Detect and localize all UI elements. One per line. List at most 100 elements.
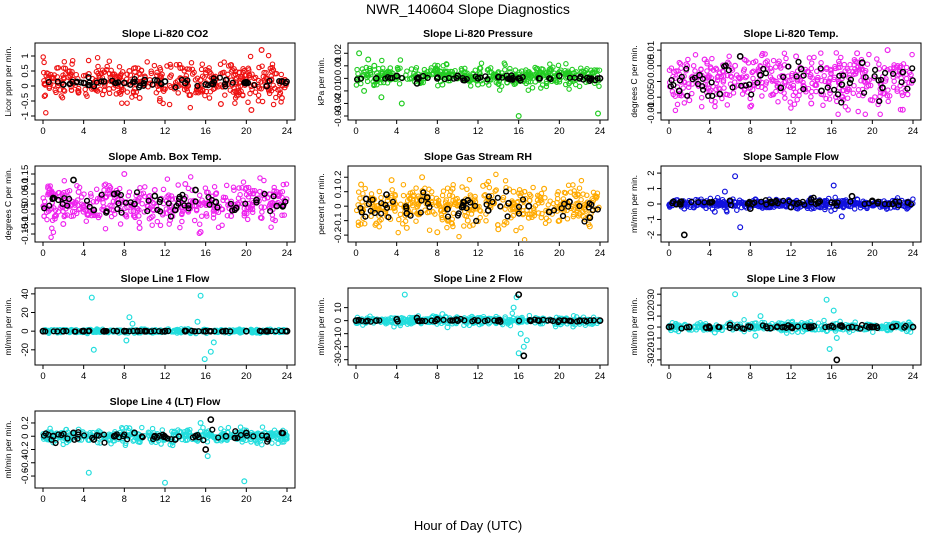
data-point bbox=[459, 184, 465, 190]
data-point bbox=[71, 200, 78, 207]
data-point bbox=[823, 95, 829, 102]
data-point bbox=[176, 61, 183, 68]
data-point bbox=[393, 72, 401, 80]
data-point bbox=[515, 291, 523, 298]
data-point bbox=[565, 182, 572, 189]
data-point bbox=[866, 51, 872, 58]
data-point bbox=[272, 217, 278, 224]
data-point bbox=[477, 208, 484, 214]
data-point bbox=[767, 65, 774, 72]
data-point bbox=[175, 182, 181, 188]
data-point bbox=[487, 76, 493, 83]
data-point bbox=[708, 79, 715, 86]
y-tick-label: -0.2 bbox=[20, 441, 31, 457]
x-tick-label: 8 bbox=[122, 494, 127, 505]
data-point bbox=[211, 328, 218, 335]
data-point bbox=[759, 93, 765, 99]
data-point bbox=[105, 190, 111, 196]
panel-title: Slope Line 4 (LT) Flow bbox=[110, 396, 221, 408]
data-point bbox=[99, 67, 106, 73]
data-point bbox=[267, 208, 274, 215]
data-point bbox=[384, 74, 391, 81]
data-point bbox=[904, 199, 912, 206]
data-point bbox=[194, 318, 201, 325]
panel-ylabel: ml/min per min. bbox=[629, 175, 639, 233]
data-point bbox=[50, 328, 57, 335]
x-tick-label: 16 bbox=[513, 126, 524, 137]
data-point bbox=[66, 68, 73, 74]
x-tick-label: 8 bbox=[122, 248, 127, 259]
data-point bbox=[137, 71, 143, 77]
data-point bbox=[448, 220, 455, 226]
data-point bbox=[368, 213, 374, 220]
data-point bbox=[361, 220, 368, 227]
data-point bbox=[411, 208, 418, 214]
data-point bbox=[685, 84, 692, 91]
data-point bbox=[69, 61, 75, 67]
y-tick-label: 30 bbox=[646, 289, 657, 300]
data-point bbox=[363, 64, 370, 71]
data-point bbox=[248, 106, 255, 113]
x-tick-label: 12 bbox=[160, 126, 171, 137]
x-tick-label: 12 bbox=[473, 371, 484, 382]
panel-title: Slope Li-820 CO2 bbox=[122, 28, 209, 40]
data-point bbox=[88, 193, 94, 199]
data-point bbox=[805, 68, 812, 75]
data-point bbox=[60, 87, 67, 93]
data-point bbox=[136, 82, 144, 89]
data-point bbox=[73, 71, 79, 78]
points-layer bbox=[40, 46, 290, 116]
data-point bbox=[582, 204, 588, 210]
data-point bbox=[758, 84, 765, 91]
data-point bbox=[439, 311, 446, 318]
data-point bbox=[549, 317, 557, 325]
x-tick-label: 24 bbox=[595, 371, 606, 382]
data-point bbox=[823, 296, 830, 303]
data-point bbox=[881, 69, 889, 77]
x-tick-label: 4 bbox=[81, 248, 86, 259]
data-point bbox=[831, 76, 837, 83]
data-point bbox=[704, 68, 710, 74]
data-point bbox=[699, 75, 706, 83]
data-point bbox=[151, 62, 158, 69]
data-point bbox=[392, 191, 398, 198]
data-point bbox=[94, 54, 101, 61]
data-point bbox=[115, 200, 122, 207]
data-point bbox=[242, 327, 250, 335]
data-point bbox=[899, 92, 906, 99]
data-point bbox=[469, 73, 476, 80]
data-point bbox=[466, 176, 473, 183]
data-point bbox=[493, 171, 499, 178]
data-point bbox=[855, 108, 861, 115]
data-point bbox=[383, 191, 390, 198]
x-tick-label: 24 bbox=[282, 126, 293, 137]
data-point bbox=[424, 74, 431, 82]
data-point bbox=[520, 343, 527, 350]
data-point bbox=[510, 212, 517, 219]
data-point bbox=[362, 185, 368, 192]
data-point bbox=[149, 425, 156, 432]
data-point bbox=[732, 173, 739, 180]
x-tick-label: 0 bbox=[353, 248, 358, 259]
data-point bbox=[43, 110, 49, 116]
data-point bbox=[828, 70, 834, 76]
data-point bbox=[741, 317, 747, 323]
data-point bbox=[759, 50, 766, 57]
data-point bbox=[397, 65, 403, 71]
data-point bbox=[791, 101, 798, 107]
data-point bbox=[273, 94, 279, 101]
data-point bbox=[115, 196, 121, 203]
data-point bbox=[371, 62, 378, 69]
data-point bbox=[59, 327, 67, 335]
data-point bbox=[131, 200, 138, 208]
data-point bbox=[891, 62, 897, 68]
data-point bbox=[50, 74, 57, 81]
data-point bbox=[685, 323, 693, 331]
data-point bbox=[126, 314, 133, 321]
data-point bbox=[885, 201, 893, 208]
data-point bbox=[563, 61, 569, 67]
data-point bbox=[362, 195, 370, 203]
data-point bbox=[403, 317, 410, 323]
data-point bbox=[120, 327, 128, 335]
data-point bbox=[124, 89, 131, 95]
